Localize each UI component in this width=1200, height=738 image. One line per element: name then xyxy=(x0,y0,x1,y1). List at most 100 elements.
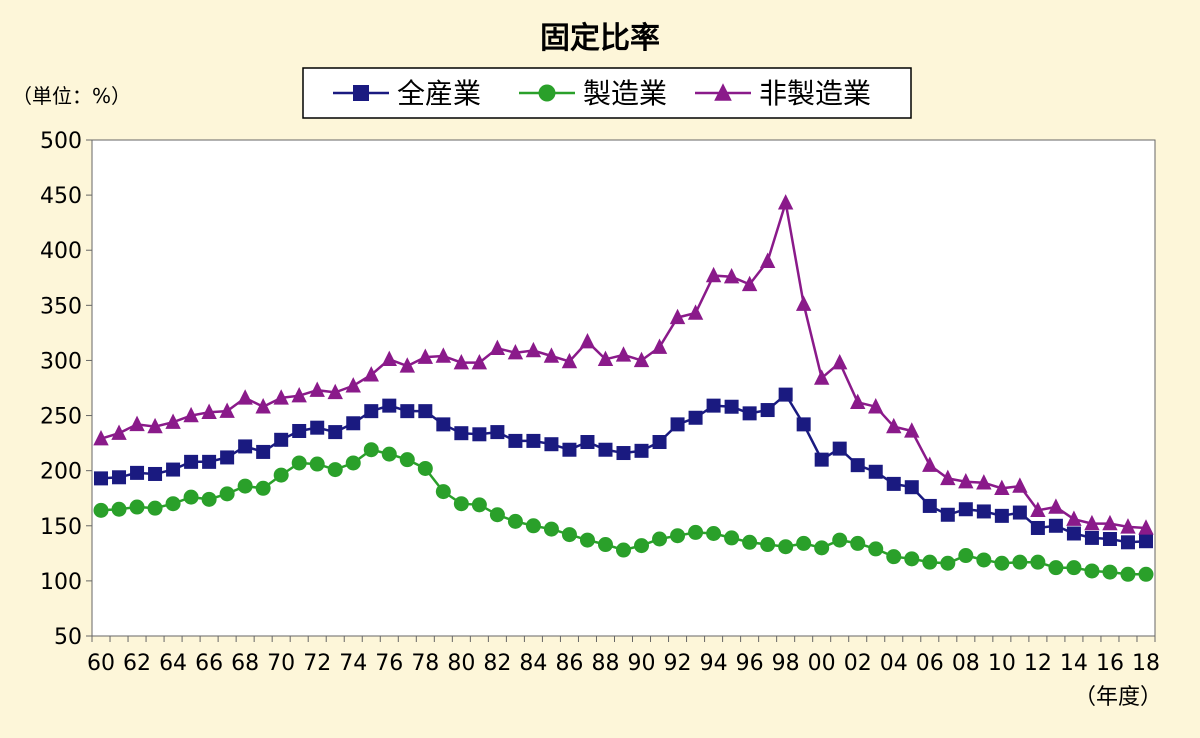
data-point xyxy=(886,549,902,565)
data-point xyxy=(634,538,650,554)
x-tick-label: 04 xyxy=(880,651,908,676)
x-tick-label: 96 xyxy=(736,651,764,676)
x-tick-label: 94 xyxy=(700,651,728,676)
data-point xyxy=(814,540,830,556)
x-tick-label: 72 xyxy=(303,651,331,676)
legend-label: 全産業 xyxy=(397,77,481,110)
data-point xyxy=(130,465,145,480)
data-point xyxy=(994,508,1009,523)
data-point xyxy=(525,341,542,358)
data-point xyxy=(436,417,451,432)
data-point xyxy=(309,381,325,397)
x-tick-label: 76 xyxy=(375,651,403,676)
data-point xyxy=(1048,560,1064,576)
series-group xyxy=(93,194,1154,582)
data-point xyxy=(1102,514,1118,531)
data-point xyxy=(1120,566,1136,582)
y-tick-label: 100 xyxy=(40,570,82,595)
legend: 全産業 製造業 非製造業 xyxy=(302,67,912,119)
data-point xyxy=(597,537,613,553)
data-point xyxy=(976,552,992,568)
x-tick-label: 16 xyxy=(1096,651,1124,676)
data-point xyxy=(652,435,667,450)
data-point xyxy=(579,532,595,548)
data-point xyxy=(507,513,523,529)
data-point xyxy=(345,455,361,471)
data-point xyxy=(274,432,289,447)
data-point xyxy=(93,502,109,518)
data-point xyxy=(1066,510,1082,526)
data-point xyxy=(147,417,163,434)
y-tick-label: 250 xyxy=(40,405,82,430)
data-point xyxy=(418,404,433,419)
data-point xyxy=(598,442,613,457)
data-point xyxy=(561,527,577,543)
data-point xyxy=(256,444,271,459)
data-point xyxy=(634,443,649,458)
data-point xyxy=(346,416,361,431)
x-tick-label: 18 xyxy=(1132,651,1160,676)
data-point xyxy=(832,353,848,370)
data-point xyxy=(111,424,127,440)
data-point xyxy=(255,398,271,414)
x-tick-label: 92 xyxy=(664,651,692,676)
data-point xyxy=(327,462,343,478)
data-point xyxy=(777,194,794,210)
data-point xyxy=(688,410,703,425)
data-point xyxy=(1102,564,1118,580)
data-point xyxy=(886,417,902,434)
data-point xyxy=(400,404,415,419)
data-point xyxy=(850,458,865,473)
x-axis-unit: （年度） xyxy=(1074,685,1162,710)
data-point xyxy=(148,466,163,481)
data-point xyxy=(1030,501,1046,518)
data-point xyxy=(1084,514,1100,531)
data-point xyxy=(543,347,560,363)
data-point xyxy=(93,430,109,446)
data-point xyxy=(994,479,1010,496)
data-point xyxy=(328,425,343,440)
data-point xyxy=(922,554,938,570)
data-point xyxy=(508,433,523,448)
y-tick-label: 350 xyxy=(40,294,82,319)
data-point xyxy=(904,480,919,495)
data-point xyxy=(958,548,974,564)
x-tick-label: 10 xyxy=(988,651,1016,676)
data-point xyxy=(292,423,307,438)
data-point xyxy=(417,460,433,476)
data-point xyxy=(652,531,668,547)
x-tick-label: 86 xyxy=(555,651,583,676)
data-point xyxy=(796,535,812,551)
data-point xyxy=(904,551,920,567)
data-point xyxy=(886,476,901,491)
data-point xyxy=(669,308,686,325)
x-tick-label: 06 xyxy=(916,651,944,676)
data-point xyxy=(850,393,866,410)
data-point xyxy=(633,351,650,368)
y-tick-label: 50 xyxy=(54,625,82,650)
y-axis: 50 100 150 200 250 300 350 400 450 500 xyxy=(40,129,92,650)
data-point xyxy=(399,452,415,468)
data-point xyxy=(670,528,686,544)
data-point xyxy=(562,442,577,457)
data-point xyxy=(94,471,109,486)
data-point xyxy=(1120,518,1136,534)
data-point xyxy=(399,357,415,373)
data-point xyxy=(417,348,434,364)
data-point xyxy=(850,535,866,551)
data-point xyxy=(201,491,217,507)
x-tick-label: 98 xyxy=(772,651,800,676)
data-point xyxy=(327,383,343,400)
data-point xyxy=(994,555,1010,571)
x-tick-label: 14 xyxy=(1060,651,1088,676)
data-point xyxy=(435,347,452,363)
legend-marker xyxy=(353,85,369,101)
data-point xyxy=(1138,534,1153,549)
data-point xyxy=(579,333,596,349)
data-point xyxy=(453,496,469,512)
data-point xyxy=(184,454,199,469)
data-point xyxy=(273,467,289,483)
legend-marker xyxy=(714,83,732,101)
data-point xyxy=(544,437,559,452)
data-point xyxy=(1012,477,1028,493)
